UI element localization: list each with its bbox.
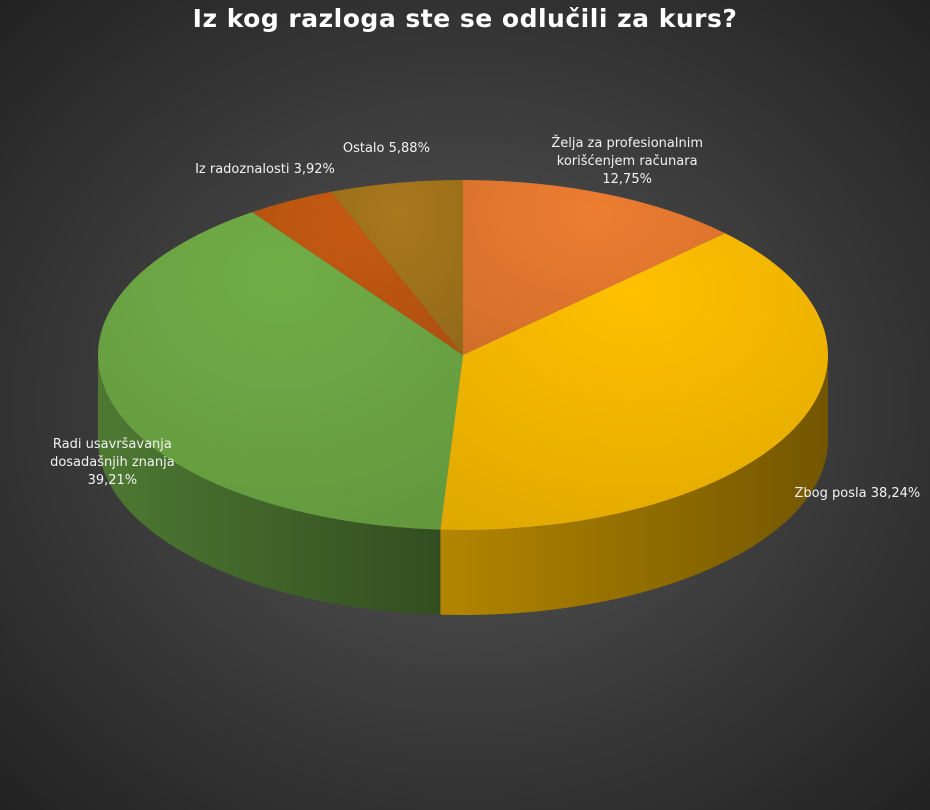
- label-category: Radi usavršavanja dosadašnjih znanja: [50, 437, 175, 471]
- label-value: 5,88%: [388, 140, 430, 156]
- slice-side: [98, 355, 441, 615]
- slice: [440, 233, 829, 530]
- label-value: 3,92%: [293, 161, 335, 177]
- label-category: Želja za profesionalnim korišćenjem raču…: [551, 135, 703, 169]
- data-label: Želja za profesionalnim korišćenjem raču…: [540, 135, 715, 189]
- label-value: 39,21%: [87, 473, 138, 489]
- label-category: Iz radoznalosti: [195, 161, 290, 177]
- chart-title: Iz kog razloga ste se odlučili za kurs?: [192, 4, 738, 33]
- slice: [97, 212, 463, 530]
- slice-side: [440, 355, 828, 615]
- label-value: 38,24%: [870, 485, 921, 501]
- data-label: Zbog posla 38,24%: [795, 485, 930, 503]
- data-label: Iz radoznalosti 3,92%: [177, 161, 352, 179]
- data-label: Radi usavršavanja dosadašnjih znanja 39,…: [25, 436, 200, 490]
- slice: [463, 180, 726, 355]
- slice: [252, 191, 463, 355]
- label-category: Ostalo: [342, 140, 385, 156]
- label-value: 12,75%: [602, 171, 652, 187]
- data-label: Ostalo 5,88%: [299, 140, 474, 158]
- label-category: Zbog posla: [794, 485, 867, 501]
- slice: [331, 180, 463, 355]
